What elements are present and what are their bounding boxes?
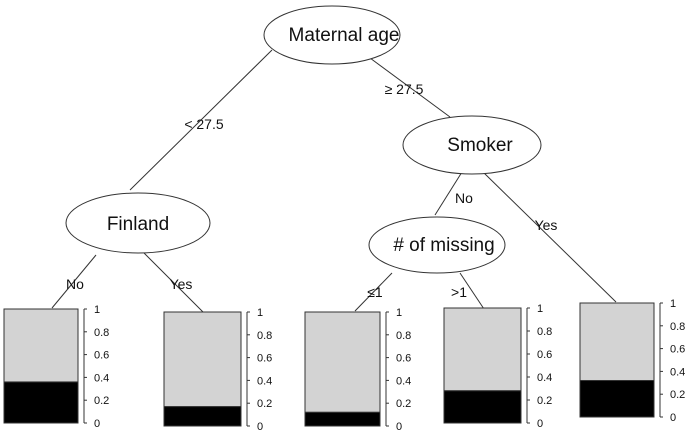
leaf-bar-2: 0 0.2 0.4 0.6 0.8 1 [163,307,272,433]
edge-label-root-right: ≥ 27.5 [385,81,424,97]
leaf-axis-tick-label: 0.4 [94,372,109,384]
leaf-axis-tick-label: 0.4 [257,375,272,387]
leaf-axis-tick-label: 0.6 [94,350,109,362]
leaf-axis-tick-label: 0 [537,418,543,430]
leaf-axis-tick-label: 0.4 [537,372,552,384]
edge-root-left [129,49,273,191]
leaf-bar-lower-segment [3,381,79,424]
leaf-axis-tick-label: 0 [670,412,676,424]
leaf-bar-5: 0 0.2 0.4 0.6 0.8 1 [579,298,685,424]
leaf-axis-tick-label: 0.2 [537,395,552,407]
leaf-axis-tick-label: 0.8 [94,327,109,339]
leaf-axis-tick-label: 0.6 [537,349,552,361]
leaf-bar-lower-segment [304,411,381,427]
node-maternal-age: Maternal age [263,5,401,65]
leaf-axis-tick-label: 0.6 [396,353,411,365]
edge-finland-yes [143,252,204,313]
node-maternal-age-label: Maternal age [289,25,400,46]
edge-finland-no [51,254,97,309]
leaf-axis-tick-label: 0 [396,421,402,433]
leaf-axis-tick-label: 0.4 [396,375,411,387]
leaf-charts: 0 0.2 0.4 0.6 0.8 1 0 0.2 0.4 0.6 0.8 1 0 0.2 0.4 0.6 0.… [3,298,685,433]
leaf-bar-lower-segment [443,390,522,424]
leaf-axis-tick-label: 1 [94,304,100,316]
node-finland-label: Finland [107,214,169,235]
edge-smoker-no [434,171,463,216]
edge-smoker-yes [482,171,617,303]
leaf-bar-upper-segment [304,311,381,413]
leaf-bar-lower-segment [579,380,655,418]
leaf-axis-tick-label: 1 [257,307,263,319]
edge-label-finland-yes: Yes [170,276,193,292]
node-smoker-label: Smoker [447,135,513,156]
leaf-axis-tick-label: 0.6 [670,344,685,356]
leaf-axis-tick-label: 1 [396,307,402,319]
leaf-bar-lower-segment [163,406,242,427]
node-finland: Finland [65,192,211,254]
edge-label-missing-gt1: >1 [451,284,467,300]
leaf-bar-3: 0 0.2 0.4 0.6 0.8 1 [304,307,411,433]
node-smoker: Smoker [402,115,542,175]
leaf-axis-tick-label: 1 [537,303,543,315]
leaf-axis-tick-label: 0.8 [670,321,685,333]
leaf-bar-4: 0 0.2 0.4 0.6 0.8 1 [443,303,552,430]
leaf-axis-tick-label: 0.2 [94,395,109,407]
edge-label-smoker-no: No [455,190,473,206]
leaf-axis-tick-label: 0.2 [670,389,685,401]
leaf-bar-1: 0 0.2 0.4 0.6 0.8 1 [3,304,109,430]
edge-label-root-left: < 27.5 [184,116,224,132]
leaf-axis-tick-label: 1 [670,298,676,310]
edge-root-right [369,57,451,118]
edge-label-smoker-yes: Yes [535,217,558,233]
leaf-axis-tick-label: 0.4 [670,366,685,378]
edge-label-finland-no: No [66,276,84,292]
edge-label-missing-le1: ≤1 [367,284,383,300]
edge-missing-gt1 [459,272,485,310]
edge-missing-le1 [354,272,393,312]
node-missing-label: # of missing [393,235,494,256]
node-missing: # of missing [368,216,506,274]
leaf-axis-tick-label: 0.2 [396,398,411,410]
leaf-axis-tick-label: 0.6 [257,353,272,365]
leaf-axis-tick-label: 0.8 [396,330,411,342]
leaf-axis-tick-label: 0 [94,418,100,430]
leaf-axis-tick-label: 0.8 [257,330,272,342]
leaf-bar-upper-segment [163,311,242,408]
leaf-axis-tick-label: 0 [257,421,263,433]
leaf-bar-upper-segment [3,308,79,383]
leaf-bar-upper-segment [443,307,522,392]
leaf-bar-upper-segment [579,302,655,382]
leaf-axis-tick-label: 0.8 [537,326,552,338]
leaf-axis-tick-label: 0.2 [257,398,272,410]
